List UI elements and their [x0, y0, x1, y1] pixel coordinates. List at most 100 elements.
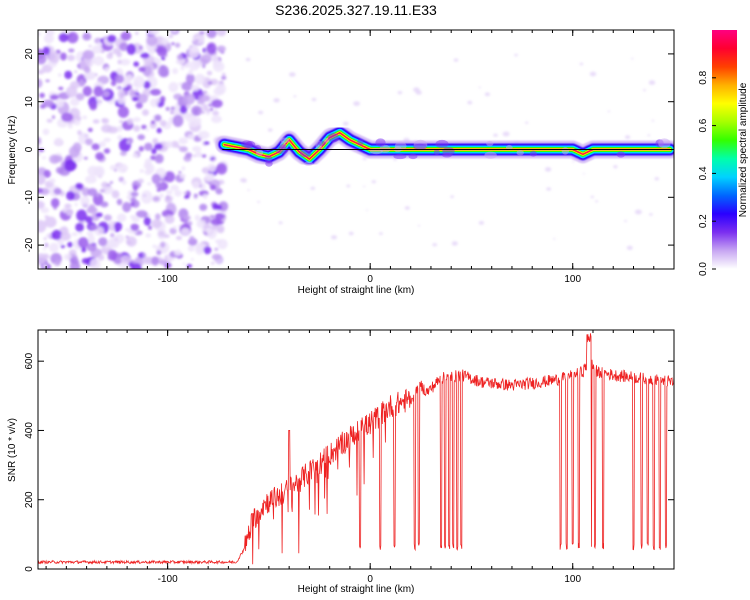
noise-blob [69, 256, 79, 265]
noise-blob [130, 191, 139, 197]
noise-blob [108, 51, 113, 56]
noise-blob [110, 80, 117, 87]
noise-blob [53, 187, 62, 195]
noise-blob [168, 82, 179, 93]
noise-speckle [289, 72, 296, 77]
noise-blob [187, 134, 195, 140]
snr-x-tick-label: 0 [367, 574, 373, 585]
noise-blob [150, 155, 157, 161]
noise-blob [207, 163, 217, 173]
noise-blob [80, 195, 90, 207]
noise-speckle [371, 180, 376, 184]
noise-blob [69, 145, 80, 158]
trace-blob [243, 142, 253, 149]
noise-blob [170, 184, 179, 191]
snr-y-label: SNR (10 * v/v) [7, 418, 18, 482]
noise-blob [202, 64, 206, 69]
noise-blob [98, 254, 105, 261]
noise-blob [60, 52, 67, 61]
noise-blob [154, 153, 164, 164]
noise-blob [38, 253, 47, 265]
noise-blob [142, 109, 149, 116]
noise-blob [103, 137, 111, 143]
noise-blob [42, 46, 51, 55]
noise-blob [183, 93, 195, 105]
noise-speckle [247, 189, 250, 192]
noise-speckle [654, 177, 660, 181]
noise-speckle [546, 187, 552, 191]
noise-blob [45, 30, 55, 37]
noise-blob [60, 232, 71, 241]
noise-blob [85, 216, 93, 224]
trace-blob [433, 149, 440, 155]
colorbar: 0.0 0.2 0.4 0.6 0.8 Normalized spectral ampl… [698, 30, 749, 276]
noise-speckle [353, 101, 360, 106]
colorbar-tick-label: 0.0 [698, 262, 709, 276]
noise-blob [174, 249, 182, 257]
snr-y-tick-label: 200 [24, 491, 35, 508]
noise-blob [53, 206, 57, 210]
noise-blob [115, 229, 119, 233]
noise-blob [138, 45, 143, 50]
noise-blob [76, 117, 82, 121]
noise-blob [85, 175, 97, 184]
noise-blob [117, 213, 127, 222]
noise-blob [122, 201, 132, 213]
colorbar-ticks: 0.0 0.2 0.4 0.6 0.8 [698, 70, 716, 276]
noise-blob [193, 193, 198, 197]
snr-series-line [38, 333, 674, 565]
noise-blob [211, 99, 223, 108]
noise-blob [146, 163, 155, 174]
noise-blob [143, 253, 147, 258]
noise-blob [155, 182, 165, 189]
spectrogram-x-tick-label: 100 [564, 274, 581, 285]
noise-speckle [493, 133, 498, 137]
noise-blob [38, 187, 44, 194]
noise-blob [101, 124, 113, 133]
noise-blob [119, 120, 124, 123]
noise-blob [212, 158, 216, 162]
noise-speckle [624, 220, 627, 222]
noise-blob [165, 190, 173, 195]
trace-blob [442, 152, 452, 158]
noise-blob [222, 72, 226, 77]
noise-blob [149, 88, 162, 96]
noise-blob [160, 56, 166, 61]
noise-blob [93, 55, 105, 66]
noise-speckle [467, 100, 473, 105]
noise-speckle [273, 98, 280, 103]
noise-blob [86, 72, 97, 80]
noise-blob [116, 198, 123, 206]
noise-blob [203, 141, 210, 145]
noise-blob [171, 42, 175, 46]
noise-blob [198, 94, 210, 102]
noise-blob [145, 233, 152, 238]
noise-blob [116, 163, 128, 173]
trace-blob [408, 153, 418, 160]
noise-blob [42, 99, 54, 108]
noise-blob [64, 203, 72, 209]
noise-blob [215, 204, 223, 211]
noise-blob [155, 213, 161, 220]
noise-blob [133, 117, 141, 123]
noise-blob [172, 68, 179, 75]
noise-blob [46, 118, 53, 123]
noise-blob [160, 241, 166, 248]
noise-blob [169, 227, 177, 235]
noise-blob [43, 169, 51, 178]
noise-blob [201, 154, 207, 158]
noise-blob [69, 81, 80, 89]
noise-speckle [613, 165, 618, 169]
noise-blob [57, 73, 62, 77]
noise-blob [147, 182, 152, 186]
noise-blob [103, 148, 111, 154]
noise-blob [42, 128, 50, 135]
noise-blob [191, 105, 203, 117]
spectrogram-y-tick-label: 20 [24, 48, 35, 60]
noise-blob [74, 70, 78, 73]
noise-blob [144, 142, 153, 151]
trace-blob [658, 138, 671, 149]
colorbar-tick-label: 0.4 [698, 166, 709, 180]
noise-blob [192, 146, 202, 152]
